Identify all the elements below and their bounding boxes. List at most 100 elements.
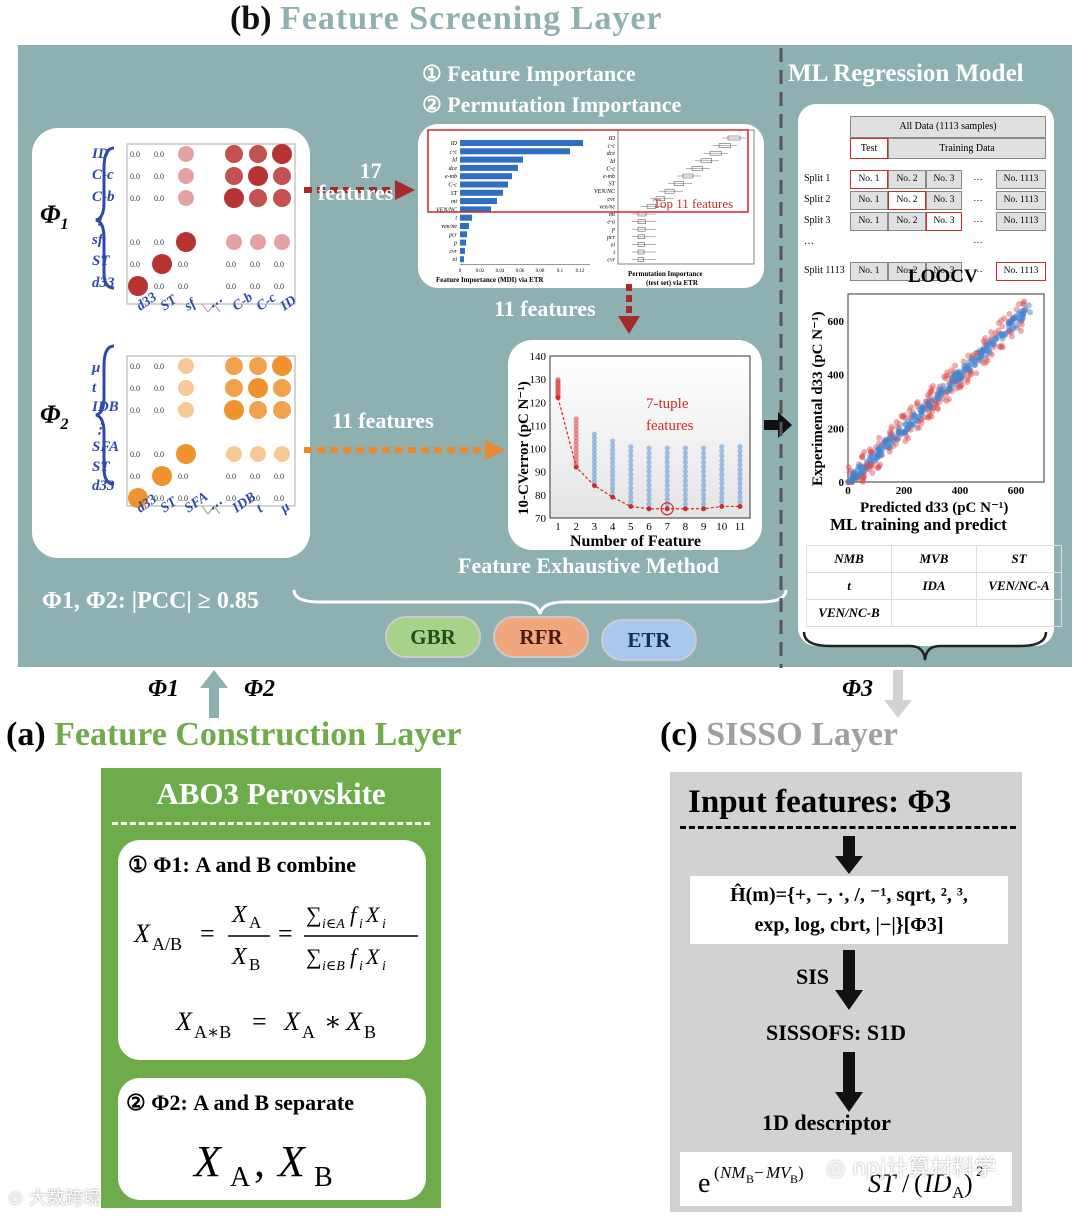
- exh-point: [664, 450, 670, 456]
- split-cell: …: [973, 194, 983, 204]
- ml-point-test: [896, 425, 903, 432]
- ml-point-test: [926, 397, 933, 404]
- svg-text:X: X: [276, 1137, 307, 1186]
- mdi-bar: [460, 231, 467, 238]
- svg-text:B: B: [249, 955, 260, 974]
- corr-value: 0.0: [130, 472, 140, 481]
- corr-circle: [128, 276, 148, 296]
- exh-point: [737, 471, 743, 477]
- ml-point-test: [851, 468, 858, 475]
- mdi-bar: [460, 256, 464, 263]
- ml-point-train: [945, 396, 952, 403]
- svg-text:MV: MV: [765, 1163, 793, 1182]
- exh-point: [646, 501, 652, 507]
- feature-cell: VEN/NC-B: [806, 599, 892, 627]
- svg-text:f: f: [350, 902, 359, 927]
- exh-best-point: [573, 464, 579, 470]
- corr-circle: [248, 378, 268, 398]
- mdi-bar: [460, 189, 503, 196]
- exh-xtick: 8: [683, 521, 689, 533]
- exh-point: [610, 485, 616, 492]
- feature-cell: IDA: [891, 572, 977, 600]
- exh-point: [737, 490, 743, 496]
- etr-pill: ETR: [601, 619, 697, 661]
- exh-xtick: 3: [592, 521, 598, 533]
- exh-point: [628, 476, 634, 482]
- arrow3-label: 11 features: [494, 296, 596, 321]
- exh-point: [591, 439, 597, 445]
- exh-point: [737, 448, 743, 454]
- exh-point: [591, 447, 597, 453]
- exh-xtick: 10: [716, 521, 728, 533]
- split-cell: No. 1113: [996, 212, 1046, 231]
- exh-point: [610, 490, 616, 496]
- corr-circle: [176, 444, 196, 464]
- exh-point: [573, 427, 579, 433]
- ml-point-test: [956, 370, 963, 377]
- exh-point: [719, 480, 725, 487]
- corr-value: 0.0: [250, 472, 260, 481]
- phi2-label: Φ2: [40, 400, 69, 434]
- svg-text:/: /: [902, 1169, 910, 1198]
- ml-point-test: [945, 387, 952, 394]
- svg-text:NM: NM: [719, 1163, 746, 1182]
- exh-xtick: 6: [646, 521, 652, 533]
- mdi-tick-label: C-c: [448, 183, 457, 189]
- exh-point: [682, 478, 688, 484]
- svg-text:−: −: [754, 1163, 764, 1182]
- feature-cell: MVB: [891, 545, 977, 573]
- corr-circle: [273, 379, 291, 397]
- ml-point-train: [928, 388, 935, 395]
- exh-point: [591, 467, 597, 473]
- corr-circle: [225, 167, 243, 185]
- matrix-row-label: sf: [92, 231, 103, 248]
- corr-value: 0.0: [154, 362, 164, 371]
- mdi-tick-label: mt: [451, 199, 457, 205]
- ml-point-train: [925, 414, 932, 421]
- matrix-row-label: C-c: [92, 167, 114, 184]
- ml-point-test: [999, 333, 1006, 340]
- ml-point-train: [1019, 300, 1026, 307]
- exh-point: [591, 471, 597, 477]
- ml-point-train: [984, 357, 991, 364]
- exh-ytick: 90: [535, 467, 547, 479]
- mdi-tick-label: VEN/NC: [436, 207, 458, 213]
- feature-screening-title: Feature Screening Layer: [280, 0, 663, 37]
- svg-text:2: 2: [976, 1164, 984, 1180]
- exh-ytick: 100: [530, 444, 547, 456]
- ml-point-train: [948, 367, 955, 374]
- ml-ytick: 400: [828, 370, 845, 382]
- perm-tick-label: e-mb: [603, 174, 615, 180]
- split-cell: No. 1: [850, 170, 888, 189]
- exh-ytick: 80: [535, 490, 547, 502]
- corr-circle: [152, 466, 172, 486]
- exh-point: [664, 468, 670, 475]
- ml-ytick: 600: [828, 316, 845, 328]
- ml-point-train: [867, 448, 874, 455]
- ml-point-test: [940, 382, 947, 389]
- exh-point: [591, 443, 597, 449]
- ml-point-train: [902, 438, 909, 445]
- ml-point-train: [1008, 333, 1015, 340]
- ml-point-train: [859, 452, 866, 459]
- feature-cell: t: [806, 572, 892, 600]
- mdi-axis-tick: 0.12: [576, 269, 585, 274]
- importance-charts: ID c-c Id dce e-mb C-c ST mt VEN/NC t ven/ne pcr p cv…: [427, 129, 755, 287]
- exh-xtick: 2: [573, 521, 579, 533]
- ml-point-test: [860, 464, 867, 471]
- exh-point: [573, 438, 579, 444]
- corr-circle: [248, 166, 268, 186]
- exh-point: [628, 490, 634, 496]
- svg-text:Number of Feature: Number of Feature: [570, 533, 701, 550]
- corr-circle: [273, 167, 291, 185]
- split-label: Split 1113: [804, 265, 845, 276]
- svg-text:(: (: [914, 1169, 923, 1198]
- arrow-to-importance: [304, 180, 415, 200]
- corr-circle: [152, 254, 172, 274]
- exh-point: [737, 457, 743, 464]
- corr-value: 0.0: [130, 238, 140, 247]
- exh-point: [682, 496, 688, 503]
- exh-best-point: [664, 506, 670, 512]
- ml-point-train: [943, 397, 950, 404]
- corr-value: 0.0: [226, 282, 236, 291]
